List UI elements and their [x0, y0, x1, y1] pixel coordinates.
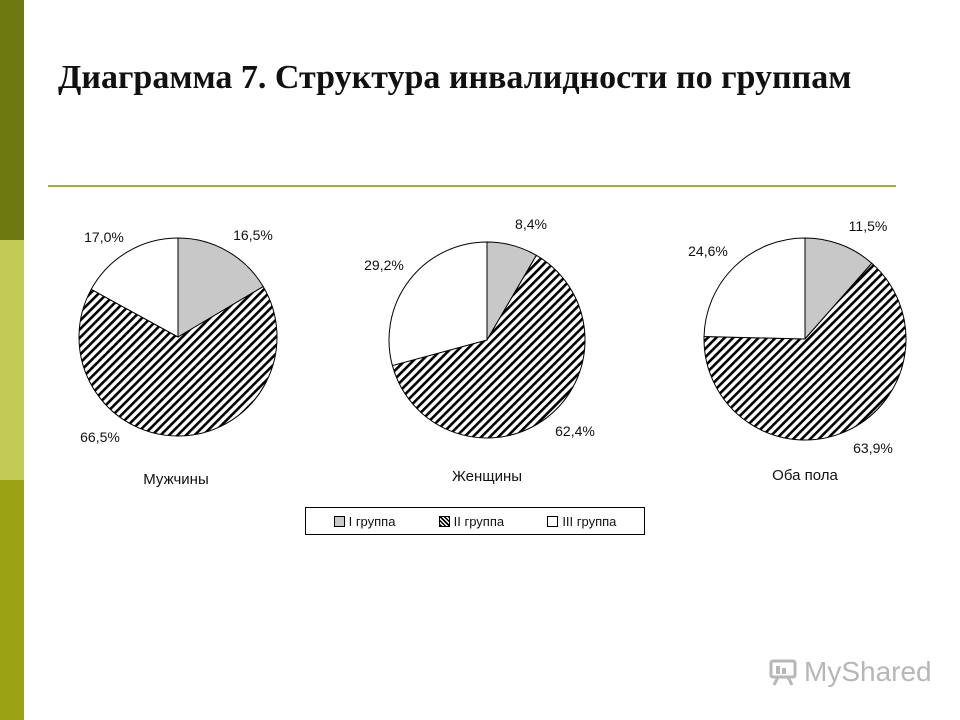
- pie-data-label: 17,0%: [84, 229, 124, 245]
- pie-slice-group-2: [391, 254, 586, 439]
- accent-bar-middle: [0, 240, 24, 480]
- pie-slice-group-2: [703, 262, 907, 441]
- pie-data-label: 24,6%: [688, 243, 728, 259]
- pie-slice-group-1: [177, 237, 264, 338]
- legend-label: II группа: [453, 513, 505, 529]
- legend-swatch-gray: [333, 515, 345, 527]
- pie-data-label: 16,5%: [233, 227, 273, 243]
- title-divider: [48, 185, 896, 187]
- legend-swatch-hatch: [438, 515, 450, 527]
- slide-title: Диаграмма 7. Структура инвалидности по г…: [58, 59, 852, 96]
- pie-slice-group-3: [388, 241, 488, 367]
- pie-slice-group-3: [703, 237, 806, 340]
- accent-bar-top: [0, 0, 24, 240]
- legend-label: III группа: [562, 513, 617, 529]
- brand-name: MyShared: [804, 656, 932, 687]
- pie-title: Мужчины: [143, 471, 208, 488]
- legend-swatch-white: [547, 515, 559, 527]
- brand-logo: MyShared: [768, 656, 932, 688]
- pie-data-label: 63,9%: [853, 440, 893, 456]
- pie-data-label: 11,5%: [849, 218, 888, 234]
- pie-title: Оба пола: [772, 467, 838, 484]
- presentation-board-icon: [769, 659, 797, 686]
- pie-data-label: 62,4%: [555, 423, 595, 439]
- pie-slice-group-2: [78, 285, 278, 437]
- pie-charts: 16,5% 66,5% 17,0% Мужчины 8,4% 62,4% 29,2% Женщ…: [78, 216, 907, 488]
- legend-item-group-2: II группа: [438, 513, 505, 529]
- pie-data-label: 66,5%: [80, 429, 120, 445]
- legend-item-group-3: III группа: [547, 514, 616, 529]
- pie-title: Женщины: [452, 468, 522, 485]
- legend-label: I группа: [348, 513, 396, 529]
- pie-slice-group-1: [804, 237, 873, 341]
- legend-item-group-1: I группа: [333, 513, 396, 529]
- chart-legend: I группа II группа III группа: [305, 507, 645, 535]
- pie-data-label: 8,4%: [515, 216, 547, 232]
- accent-bar-bottom: [0, 480, 24, 720]
- pie-slice-group-3: [90, 237, 179, 338]
- pie-data-label: 29,2%: [364, 257, 404, 273]
